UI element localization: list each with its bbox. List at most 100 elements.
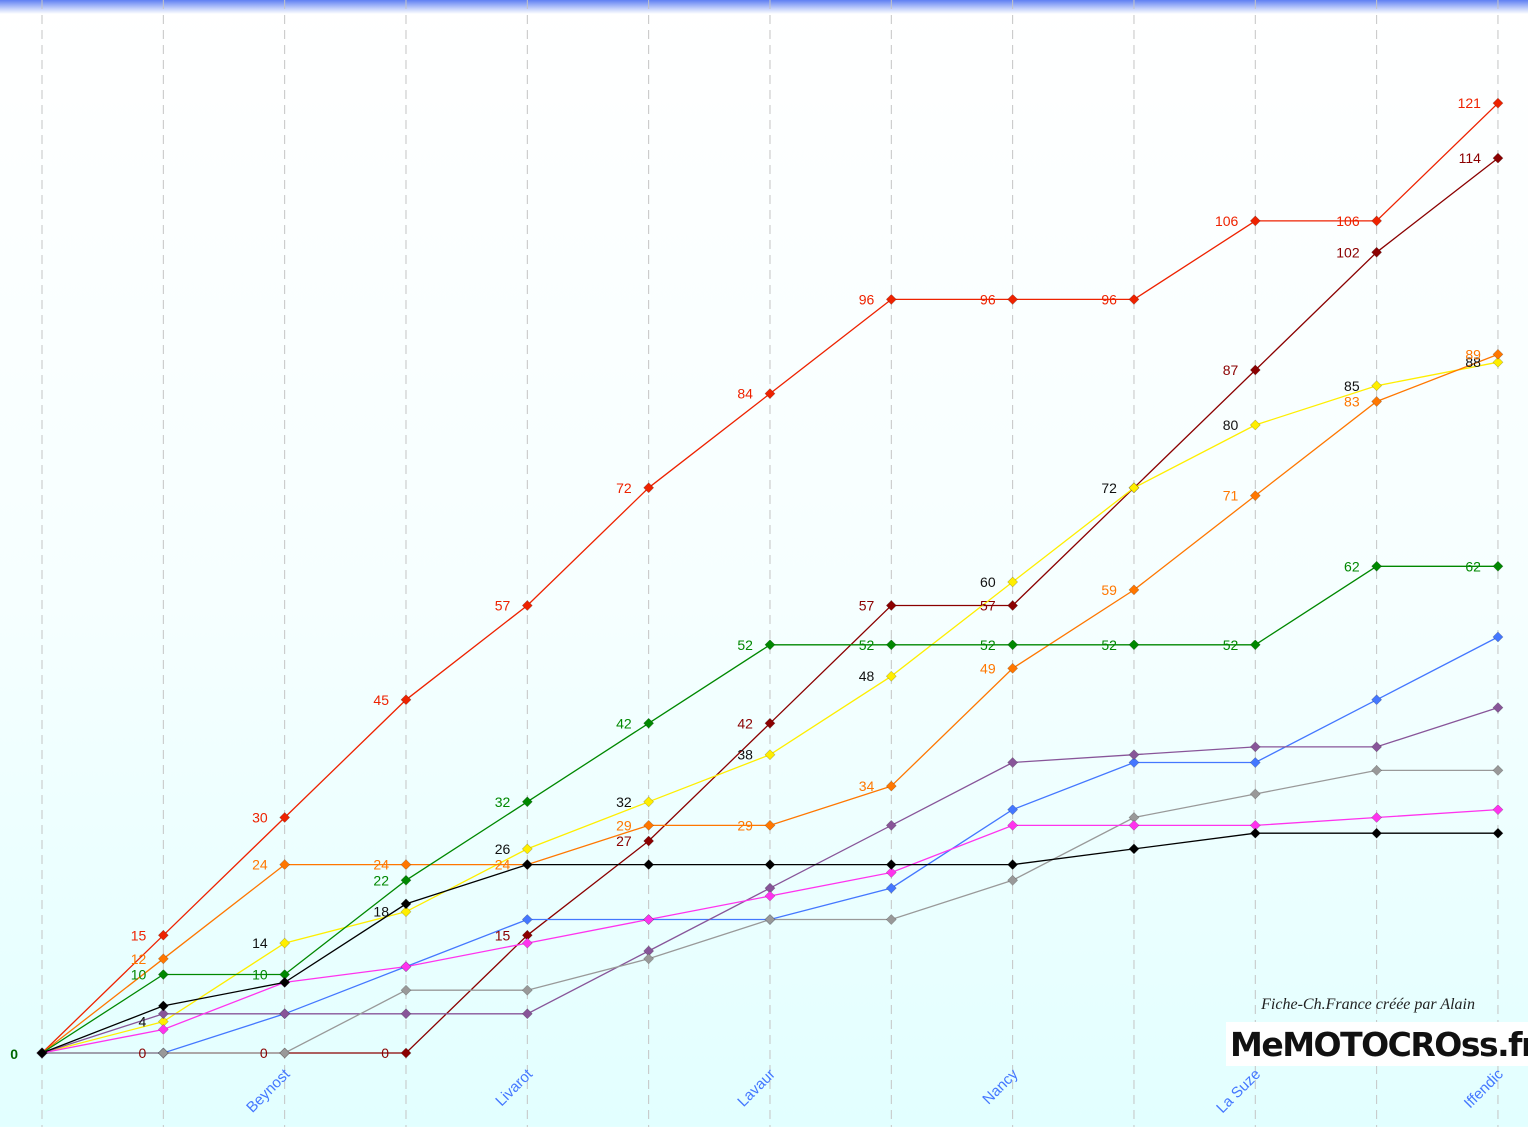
data-label-s0-p9: 96 [1101, 291, 1117, 307]
data-label-s3-p4: 24 [495, 857, 511, 873]
marker-s7-p2 [279, 1047, 291, 1059]
data-label-s0-p1: 15 [131, 927, 147, 943]
marker-s0-p2 [279, 812, 291, 823]
data-label-s1-p11: 102 [1336, 244, 1360, 260]
data-label-s2-p11: 85 [1344, 378, 1360, 394]
marker-s1-p3 [400, 1047, 412, 1059]
marker-s4-p7 [885, 639, 897, 651]
marker-s2-p6 [764, 749, 776, 761]
marker-s9-p0 [36, 1047, 48, 1059]
marker-s9-p9 [1128, 843, 1140, 855]
data-label-s3-p2: 24 [252, 857, 268, 873]
marker-s9-p5 [643, 859, 655, 871]
data-label-s3-p10: 71 [1223, 488, 1239, 504]
data-label-s1-p7: 57 [859, 598, 875, 614]
data-label-s4-p3: 22 [373, 872, 389, 888]
marker-s8-p8 [1007, 819, 1019, 831]
data-label-s1-p6: 42 [737, 715, 753, 731]
data-label-s3-p5: 29 [616, 817, 632, 833]
data-label-s3-p6: 29 [737, 817, 753, 833]
marker-s1-p11 [1371, 246, 1383, 258]
marker-s5-p9 [1128, 757, 1140, 768]
marker-s0-p4 [521, 600, 533, 611]
marker-s6-p4 [521, 1008, 533, 1020]
data-label-s2-p8: 60 [980, 574, 996, 590]
marker-s7-p11 [1371, 764, 1383, 776]
marker-s5-p12 [1492, 631, 1504, 643]
marker-s8-p9 [1128, 819, 1140, 831]
marker-s6-p7 [885, 819, 897, 831]
marker-s6-p1 [157, 1008, 169, 1020]
marker-s6-p11 [1371, 741, 1383, 753]
marker-s6-p12 [1492, 702, 1504, 714]
marker-s8-p4 [521, 937, 533, 949]
marker-s3-p11 [1371, 396, 1383, 407]
marker-s2-p5 [643, 796, 655, 808]
data-label-s2-p3: 18 [373, 904, 389, 920]
marker-s4-p5 [643, 717, 655, 729]
marker-s9-p8 [1007, 859, 1019, 871]
data-label-s1-p3: 0 [381, 1045, 389, 1061]
marker-s9-p6 [764, 859, 776, 871]
marker-s9-p3 [400, 898, 412, 910]
marker-s8-p12 [1492, 804, 1504, 816]
data-label-s3-p8: 49 [980, 660, 996, 676]
marker-s1-p5 [643, 835, 655, 847]
marker-s8-p3 [400, 961, 412, 973]
marker-s3-p12 [1492, 348, 1504, 360]
marker-s8-p5 [643, 914, 655, 925]
marker-s0-p7 [885, 293, 897, 305]
marker-s2-p12 [1492, 356, 1504, 368]
data-label-s3-p12: 89 [1465, 346, 1481, 362]
top-gradient-bar [0, 0, 1528, 14]
grid-lines [41, 0, 1499, 1127]
marker-s9-p11 [1371, 827, 1383, 839]
data-label-s0-p5: 72 [616, 480, 632, 496]
data-label-s1-p10: 87 [1223, 362, 1239, 378]
data-label-s1-p5: 27 [616, 833, 632, 849]
data-label-s1-p1: 0 [139, 1045, 147, 1061]
marker-s0-p11 [1371, 215, 1383, 227]
data-label-s0-p12: 121 [1458, 95, 1482, 111]
data-label-s4-p1: 10 [131, 967, 147, 983]
site-logo: MeMOTOCROss.fr [1226, 1022, 1528, 1066]
data-label-s4-p6: 52 [737, 637, 753, 653]
marker-s4-p9 [1128, 639, 1140, 651]
marker-s9-p4 [521, 859, 533, 871]
marker-s4-p10 [1249, 639, 1261, 651]
marker-s2-p10 [1249, 419, 1261, 431]
data-label-s0-p11: 106 [1336, 213, 1360, 229]
marker-s3-p9 [1128, 584, 1140, 596]
data-label-s0-p10: 106 [1215, 213, 1239, 229]
data-label-s4-p4: 32 [495, 794, 511, 810]
data-label-s1-p2: 0 [260, 1045, 268, 1061]
marker-s4-p12 [1492, 560, 1504, 572]
marker-s0-p8 [1007, 293, 1019, 305]
marker-s6-p3 [400, 1008, 412, 1020]
x-axis-labels: Beynost Livarot Lavaur Nancy La Suze Iffendic [243, 1065, 1507, 1117]
marker-s3-p3 [400, 859, 412, 871]
data-label-s2-p5: 32 [616, 794, 632, 810]
marker-s4-p3 [400, 874, 412, 886]
marker-s2-p11 [1371, 380, 1383, 392]
marker-s2-p9 [1128, 482, 1140, 494]
data-label-s4-p5: 42 [616, 715, 632, 731]
marker-s7-p6 [764, 914, 776, 925]
data-label-s4-p8: 52 [980, 637, 996, 653]
x-label-12: Iffendic [1461, 1065, 1507, 1111]
marker-s2-p8 [1007, 576, 1019, 588]
marker-s1-p7 [885, 600, 897, 611]
marker-s8-p11 [1371, 812, 1383, 823]
marker-s4-p8 [1007, 639, 1019, 651]
data-label-s4-p7: 52 [859, 637, 875, 653]
data-label-s0-p2: 30 [252, 810, 268, 826]
credit-text: Fiche-Ch.France créée par Alain [1261, 996, 1475, 1013]
marker-s5-p7 [885, 882, 897, 894]
marker-s2-p2 [279, 937, 291, 949]
series-markers [36, 97, 1504, 1059]
marker-s0-p3 [400, 694, 412, 706]
marker-s2-p4 [521, 843, 533, 855]
marker-s1-p12 [1492, 152, 1504, 164]
